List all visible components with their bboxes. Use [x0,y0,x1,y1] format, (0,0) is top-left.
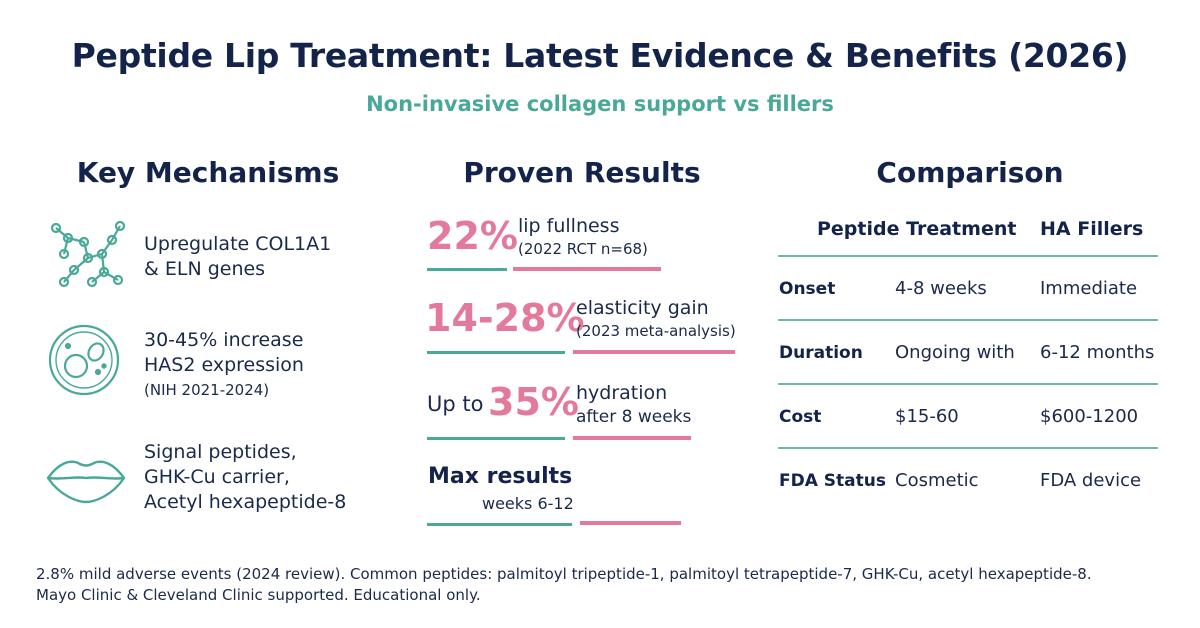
comparison-col-fillers: HA Fillers [1040,218,1144,240]
result-2-value: 14-28% [425,296,585,340]
cell-icon [44,320,130,400]
result-3-label: hydration [576,382,668,404]
result-3-accent [573,436,691,440]
comparison-cell-filler: 6-12 months [1040,342,1155,363]
result-1-sub: (2022 RCT n=68) [518,240,648,258]
result-2-divider [427,351,565,354]
result-2-label: elasticity gain [576,297,709,319]
comparison-cell-filler: FDA device [1040,470,1142,491]
result-1-value: 22% [427,214,518,258]
comparison-heading: Comparison [876,156,1064,189]
page-subtitle: Non-invasive collagen support vs fillers [366,92,834,116]
mechanism-1-text: Upregulate COL1A1 & ELN genes [144,233,332,280]
result-2-sub: (2023 meta-analysis) [576,322,736,340]
result-1-divider [427,268,507,271]
comparison-rule [778,383,1158,385]
mechanism-2-note: (NIH 2021-2024) [144,381,270,399]
result-3-prefix: Up to [427,392,484,416]
footer-line-2: Mayo Clinic & Cleveland Clinic supported… [36,586,481,604]
result-3-sub: after 8 weeks [576,407,692,427]
result-4-label: Max results [428,464,573,489]
comparison-col-peptide: Peptide Treatment [817,218,1017,240]
footer-line-1: 2.8% mild adverse events (2024 review). … [36,565,1092,583]
comparison-rule [778,447,1158,449]
result-4-sub: weeks 6-12 [482,494,574,513]
results-heading: Proven Results [463,156,701,189]
mechanism-3-text: Signal peptides, GHK-Cu carrier, Acetyl … [144,441,347,513]
comparison-cell-peptide: Cosmetic [895,470,979,491]
comparison-rule [778,319,1158,321]
molecule-icon [44,214,130,294]
comparison-cell-peptide: $15-60 [895,406,959,427]
lips-icon [44,438,130,518]
comparison-row-label: Cost [779,407,822,427]
result-4-divider [427,523,572,526]
result-4-accent [580,521,681,525]
comparison-row-label: Onset [779,279,836,299]
mechanism-2-text: 30-45% increase HAS2 expression (NIH 202… [144,328,304,403]
comparison-rule [778,255,1158,257]
comparison-cell-peptide: 4-8 weeks [895,278,987,299]
result-1-accent [513,267,661,271]
mechanisms-heading: Key Mechanisms [76,156,340,189]
result-2-accent [573,350,735,354]
comparison-row-label: FDA Status [779,471,886,491]
result-1-label: lip fullness [518,215,620,237]
page-title: Peptide Lip Treatment: Latest Evidence &… [71,36,1129,75]
comparison-cell-peptide: Ongoing with [895,342,1015,363]
result-3-value: 35% [488,380,579,424]
comparison-cell-filler: Immediate [1040,278,1138,299]
comparison-cell-filler: $600-1200 [1040,406,1139,427]
result-3-divider [427,437,565,440]
comparison-row-label: Duration [779,343,863,363]
footer-note: 2.8% mild adverse events (2024 review). … [36,564,1092,606]
